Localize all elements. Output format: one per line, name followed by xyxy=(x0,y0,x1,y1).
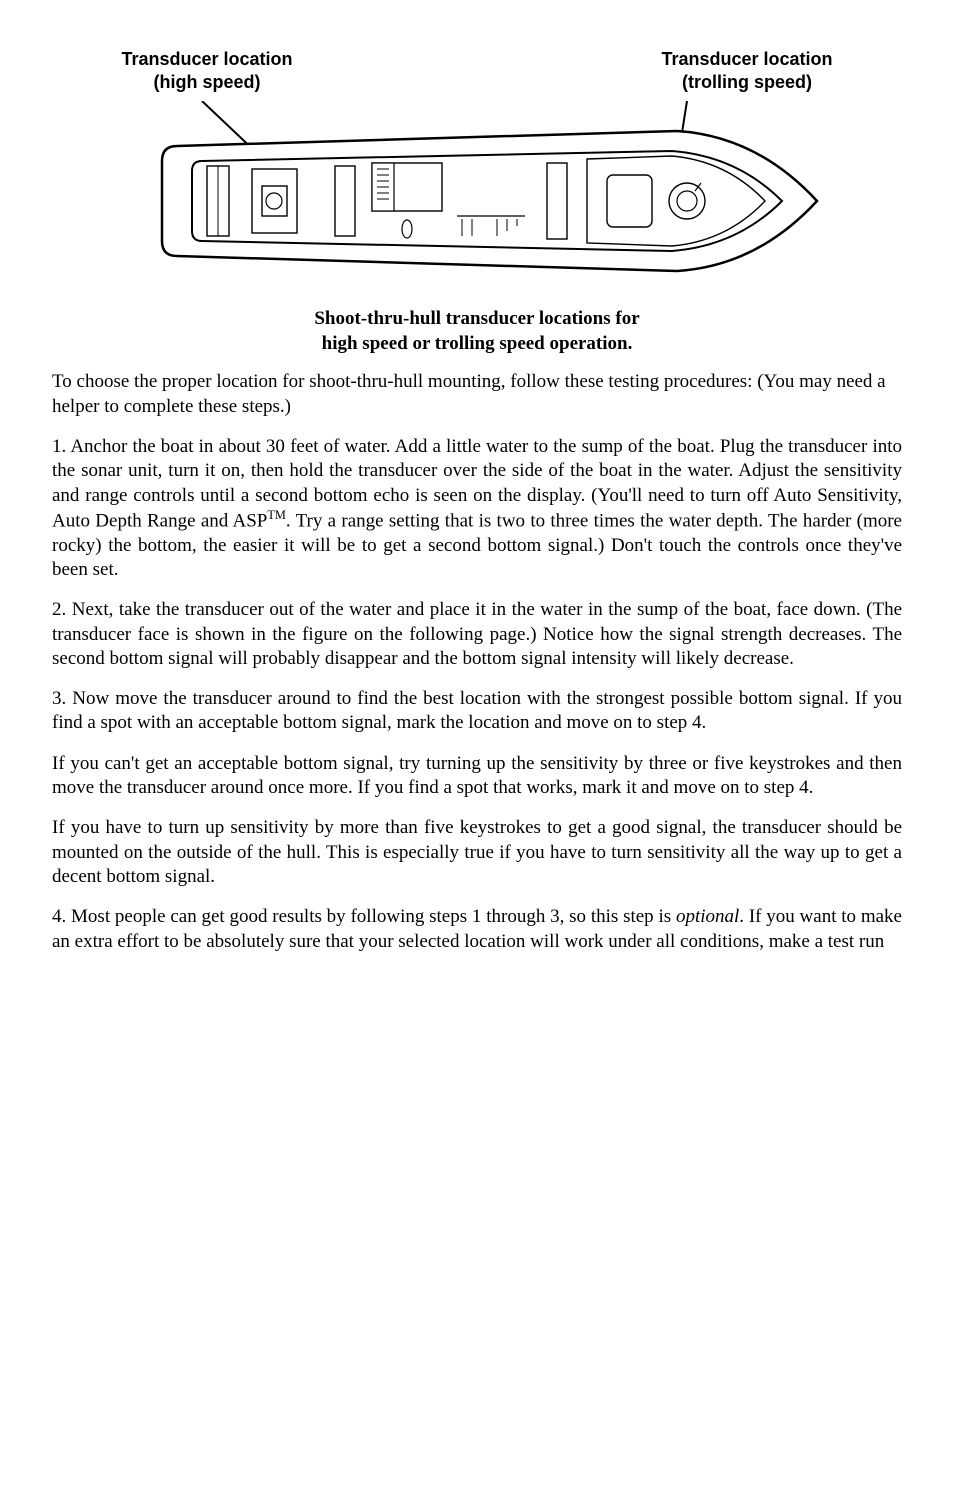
sensitivity-limit-paragraph: If you have to turn up sensitivity by mo… xyxy=(52,816,902,889)
diagram-area: Transducer location (high speed) Transdu… xyxy=(52,48,902,356)
sensitivity-retry-paragraph: If you can't get an acceptable bottom si… xyxy=(52,752,902,801)
step-4-paragraph: 4. Most people can get good results by f… xyxy=(52,905,902,954)
step-4-italic: optional xyxy=(676,906,739,927)
diagram-labels-row: Transducer location (high speed) Transdu… xyxy=(97,48,857,93)
label-trolling-speed: Transducer location (trolling speed) xyxy=(637,48,857,93)
step-1-paragraph: 1. Anchor the boat in about 30 feet of w… xyxy=(52,435,902,582)
label-trolling-speed-line1: Transducer location xyxy=(661,49,832,69)
step-4-text-a: 4. Most people can get good results by f… xyxy=(52,906,676,927)
trademark-symbol: TM xyxy=(267,508,286,522)
diagram-caption: Shoot-thru-hull transducer locations for… xyxy=(314,307,639,356)
label-high-speed-line2: (high speed) xyxy=(154,72,261,92)
step-3-paragraph: 3. Now move the transducer around to fin… xyxy=(52,687,902,736)
label-high-speed: Transducer location (high speed) xyxy=(97,48,317,93)
boat-diagram-icon xyxy=(117,101,837,301)
caption-line2: high speed or trolling speed operation. xyxy=(322,333,633,354)
step-2-paragraph: 2. Next, take the transducer out of the … xyxy=(52,598,902,671)
intro-paragraph: To choose the proper location for shoot-… xyxy=(52,370,902,419)
label-high-speed-line1: Transducer location xyxy=(121,49,292,69)
caption-line1: Shoot-thru-hull transducer locations for xyxy=(314,308,639,329)
label-trolling-speed-line2: (trolling speed) xyxy=(682,72,812,92)
